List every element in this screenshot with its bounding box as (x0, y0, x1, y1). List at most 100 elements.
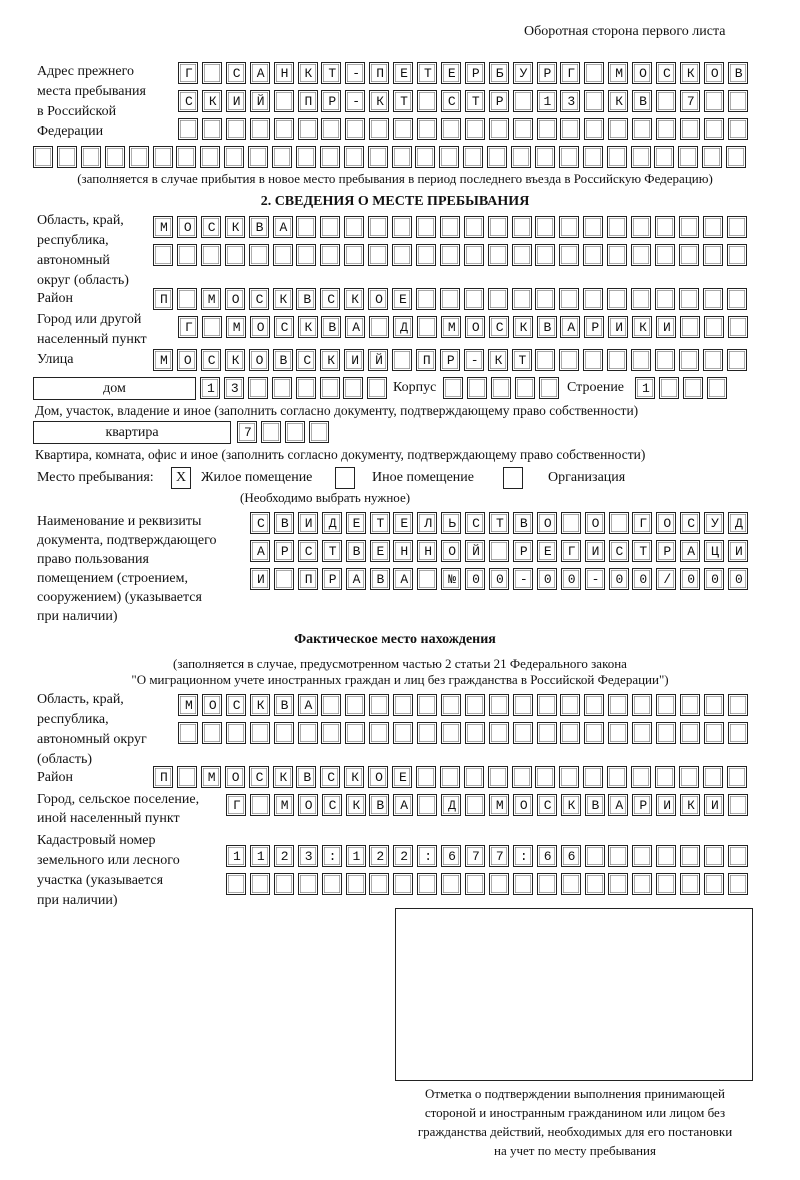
char-cell (441, 845, 462, 867)
char-cell (727, 873, 748, 895)
char-cell (656, 694, 676, 716)
char-cell (273, 568, 294, 590)
row-text: Г МОСКВА Д МОСКВАРИКИ (185, 320, 759, 335)
char-cell (560, 722, 581, 744)
char-cell (463, 766, 484, 788)
option-residential-checkbox[interactable]: X (171, 467, 191, 489)
char-cell (392, 244, 412, 266)
char-cell (369, 512, 390, 534)
char-cell (656, 118, 676, 140)
char-cell (345, 794, 366, 816)
char-cell (607, 244, 628, 266)
char-cell (703, 90, 724, 112)
char-cell (632, 90, 653, 112)
char-cell (224, 766, 245, 788)
char-cell (607, 216, 628, 238)
char-cell (632, 512, 653, 534)
char-cell (656, 568, 677, 590)
char-cell (272, 216, 293, 238)
char-cell (608, 873, 629, 895)
page-side-note: Оборотная сторона первого листа (524, 24, 726, 39)
row-text: 1 (642, 381, 738, 396)
char-cell (440, 694, 461, 716)
char-cell (726, 216, 747, 238)
char-cell (393, 873, 414, 895)
char-cell (488, 845, 509, 867)
char-cell (369, 540, 390, 562)
option-organization-checkbox[interactable] (503, 467, 523, 489)
char-cell (224, 146, 245, 168)
char-cell (441, 568, 462, 590)
char-cell (201, 722, 222, 744)
char-cell (678, 244, 699, 266)
char-cell (440, 316, 461, 338)
char-cell (560, 118, 581, 140)
label-line: места пребывания (37, 84, 146, 99)
char-cell (297, 694, 318, 716)
char-cell (415, 766, 436, 788)
char-cell (559, 766, 580, 788)
choose-note: (Необходимо выбрать нужное) (240, 490, 411, 505)
char-cell (178, 316, 198, 338)
char-cell (635, 377, 655, 399)
char-cell (678, 349, 699, 371)
char-cell (178, 722, 198, 744)
char-cell (608, 118, 629, 140)
char-cell (250, 512, 270, 534)
char-cell (343, 377, 364, 399)
char-cell (728, 512, 748, 534)
char-cell (297, 722, 318, 744)
char-cell (560, 62, 581, 84)
char-cell (393, 118, 414, 140)
char-cell (489, 568, 509, 590)
actual-district-label: Район (37, 770, 73, 785)
label-line: иной населенный пункт (37, 811, 180, 826)
row-text (160, 245, 758, 266)
char-cell (369, 62, 390, 84)
char-cell (225, 90, 246, 112)
char-cell (536, 794, 557, 816)
char-cell (656, 512, 677, 534)
row-text: П МОСКВСКОЕ (160, 292, 758, 307)
char-cell (273, 845, 294, 867)
row-text: МОСКВА (185, 698, 759, 713)
char-cell (464, 316, 485, 338)
char-cell (608, 568, 629, 590)
char-cell (320, 349, 341, 371)
char-cell (344, 766, 365, 788)
char-cell (514, 377, 535, 399)
char-cell (726, 146, 747, 168)
char-cell (512, 316, 533, 338)
char-cell (726, 349, 747, 371)
char-cell (702, 288, 723, 310)
char-cell (702, 244, 723, 266)
char-cell (417, 90, 437, 112)
char-cell (200, 349, 221, 371)
char-cell (487, 349, 508, 371)
row-text: АРСТВЕННОЙ РЕГИСТРАЦИ (257, 544, 759, 559)
char-cell (464, 722, 485, 744)
char-cell (487, 244, 508, 266)
char-cell (464, 694, 485, 716)
char-cell (296, 244, 317, 266)
char-cell (678, 766, 699, 788)
char-cell (297, 794, 318, 816)
char-cell (536, 540, 557, 562)
char-cell (654, 216, 675, 238)
char-cell (321, 540, 342, 562)
option-other-checkbox[interactable] (335, 467, 355, 489)
char-cell (726, 288, 747, 310)
char-cell (704, 568, 725, 590)
row-text: МОСКВА (160, 220, 758, 235)
char-cell (441, 512, 462, 534)
char-cell (583, 244, 604, 266)
char-cell (249, 722, 270, 744)
char-cell (680, 568, 701, 590)
char-cell (584, 694, 605, 716)
char-cell (726, 244, 747, 266)
char-cell (584, 540, 605, 562)
row-text: 1123:122:677:66 (233, 849, 759, 864)
char-cell (559, 244, 580, 266)
char-cell (560, 694, 581, 716)
char-cell (631, 244, 651, 266)
